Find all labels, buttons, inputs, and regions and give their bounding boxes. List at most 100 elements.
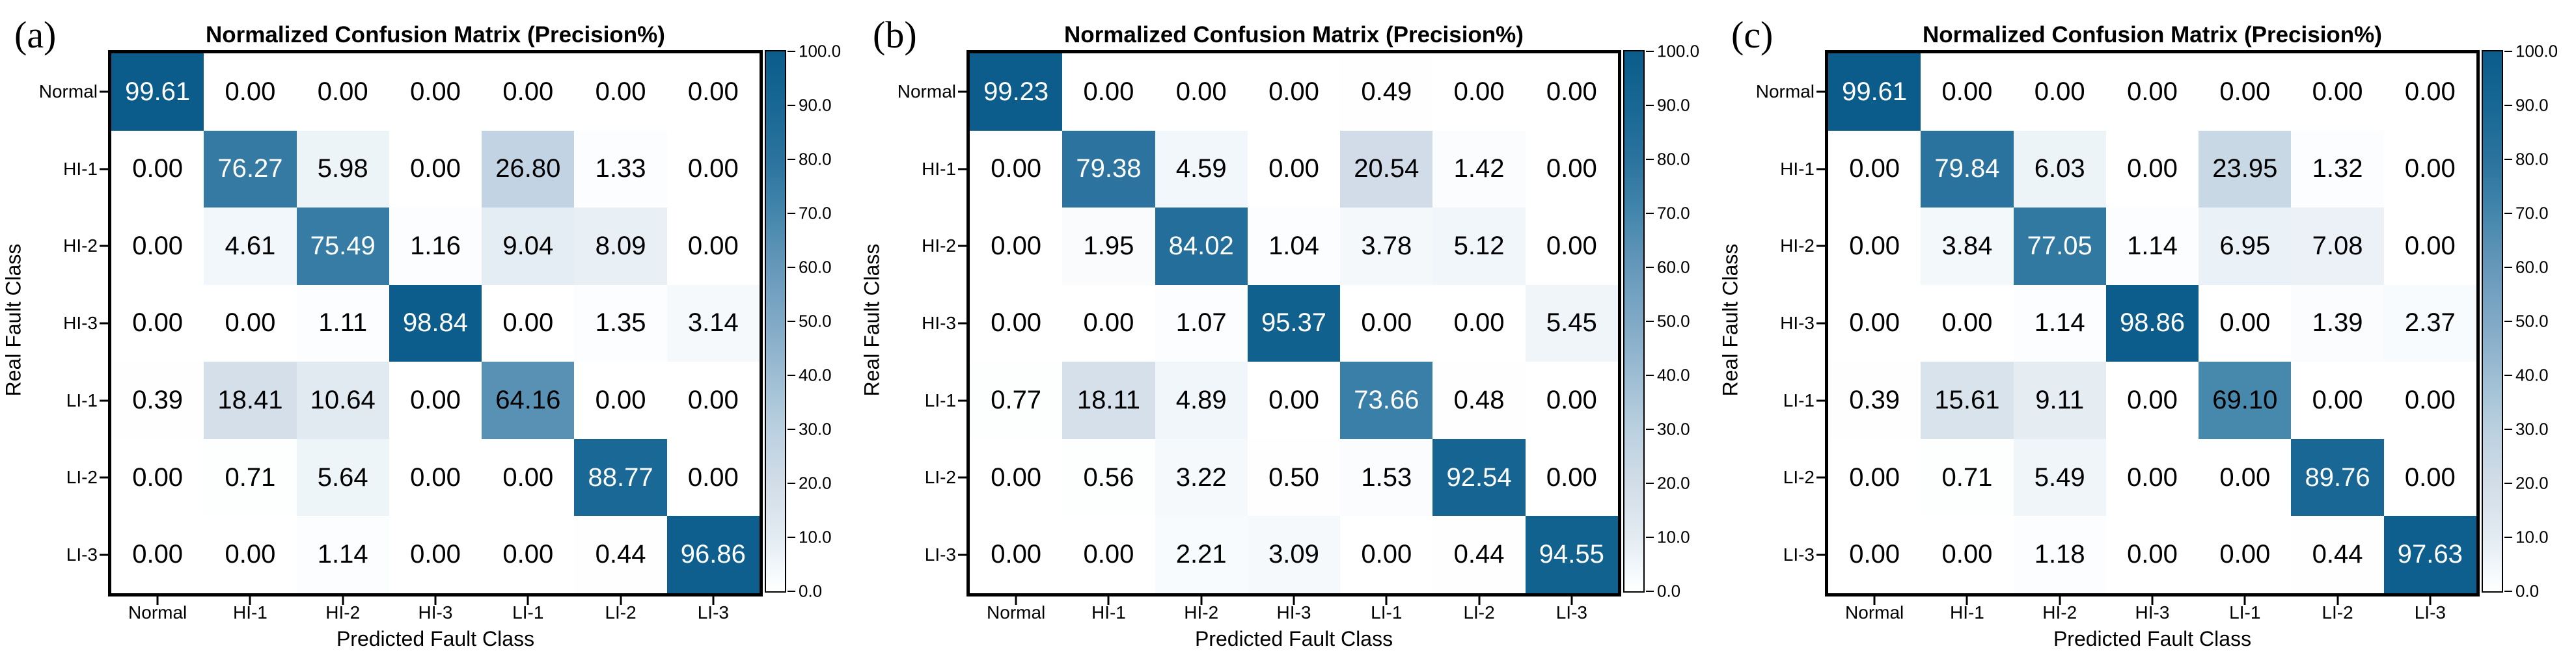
y-tick-mark [1816,245,1825,247]
matrix-cell: 6.03 [2013,130,2106,208]
x-tick-label: LI-3 [2414,602,2446,623]
colorbar [2482,50,2503,593]
x-tick-mark [2336,596,2339,605]
y-tick-label: HI-1 [63,158,98,179]
matrix-cell: 76.27 [204,130,297,208]
matrix-cell: 4.59 [1155,130,1248,208]
matrix-cell: 88.77 [574,438,667,516]
matrix-cell: 3.09 [1247,516,1341,593]
colorbar-tick-mark [1646,591,1654,592]
matrix-cell: 1.39 [2291,284,2384,362]
heatmap-grid: 99.61 0.00 0.00 0.00 0.00 0.00 0.00 0.00 76.27 5.… [108,50,763,596]
colorbar-tick-label: 30.0 [799,419,832,439]
chart-title: Normalized Confusion Matrix (Precision%) [1923,22,2382,47]
colorbar-tick-mark [788,591,795,592]
matrix-cell: 0.00 [482,53,575,131]
y-tick-mark [958,399,966,402]
matrix-cell: 0.00 [2013,53,2106,131]
matrix-cell: 0.00 [111,130,204,208]
x-tick-label: HI-1 [1949,602,1984,623]
matrix-cell: 3.14 [666,284,760,362]
matrix-cell: 0.48 [1432,362,1526,439]
x-tick-label: LI-2 [605,602,637,623]
x-tick-label: HI-1 [1091,602,1126,623]
colorbar-tick-label: 90.0 [1657,95,1690,115]
y-tick-label: HI-2 [1780,235,1815,256]
matrix-cell: 0.00 [2383,53,2476,131]
matrix-cell: 0.00 [970,516,1063,593]
matrix-cell: 9.11 [2013,362,2106,439]
x-axis-label: Predicted Fault Class [1194,627,1393,650]
x-tick-label: HI-2 [2042,602,2077,623]
matrix-cell: 3.22 [1155,438,1248,516]
chart-title: Normalized Confusion Matrix (Precision%) [206,22,665,47]
x-tick-label: HI-1 [232,602,267,623]
x-tick-mark [620,596,622,605]
matrix-cell: 4.89 [1155,362,1248,439]
matrix-cell: 1.32 [2291,130,2384,208]
matrix-cell: 0.00 [111,284,204,362]
colorbar-tick-mark [1646,213,1654,214]
matrix-cell: 10.64 [296,362,389,439]
y-tick-mark [958,245,966,247]
x-tick-label: LI-3 [1555,602,1587,623]
colorbar-tick-mark [1646,51,1654,52]
matrix-cell: 0.00 [1828,284,1921,362]
y-tick-mark [1816,554,1825,556]
matrix-cell: 96.86 [666,516,760,593]
y-tick-label: HI-1 [1780,158,1815,179]
matrix-cell: 0.00 [2383,362,2476,439]
matrix-cell: 98.84 [389,284,482,362]
matrix-cell: 5.12 [1432,208,1526,285]
matrix-cell: 0.00 [1340,516,1433,593]
colorbar-tick-label: 90.0 [799,95,832,115]
colorbar-tick-mark [1646,267,1654,268]
x-tick-label: LI-1 [2229,602,2261,623]
matrix-cell: 0.00 [111,516,204,593]
matrix-cell: 77.05 [2013,208,2106,285]
matrix-cell: 0.00 [482,516,575,593]
x-tick-mark [342,596,344,605]
x-tick-mark [527,596,529,605]
matrix-cell: 9.04 [482,208,575,285]
y-tick-mark [958,476,966,479]
matrix-cell: 1.14 [296,516,389,593]
y-tick-label: Normal [897,81,956,102]
y-tick-mark [1816,168,1825,170]
colorbar-tick-label: 70.0 [799,203,832,223]
matrix-cell: 0.00 [1062,53,1155,131]
x-tick-mark [1293,596,1295,605]
colorbar-tick-mark [1646,375,1654,376]
matrix-cell: 84.02 [1155,208,1248,285]
x-tick-label: LI-1 [512,602,544,623]
colorbar-tick-label: 40.0 [1657,365,1690,385]
colorbar-tick-label: 60.0 [2515,257,2549,277]
y-tick-mark [1816,90,1825,93]
colorbar-tick-mark [2504,51,2512,52]
colorbar-tick-mark [2504,537,2512,538]
matrix-cell: 0.00 [1062,516,1155,593]
x-tick-mark [1478,596,1481,605]
matrix-cell: 20.54 [1340,130,1433,208]
matrix-cell: 0.00 [666,438,760,516]
x-tick-label: HI-3 [418,602,453,623]
matrix-cell: 0.00 [574,362,667,439]
matrix-cell: 1.53 [1340,438,1433,516]
matrix-cell: 1.14 [2013,284,2106,362]
matrix-cell: 0.00 [2199,516,2292,593]
matrix-cell: 2.21 [1155,516,1248,593]
colorbar-tick-label: 20.0 [1657,473,1690,493]
y-tick-label: LI-1 [66,390,98,410]
colorbar-tick-mark [2504,591,2512,592]
matrix-cell: 0.00 [970,438,1063,516]
colorbar-tick-mark [1646,483,1654,484]
y-tick-mark [958,168,966,170]
matrix-cell: 0.00 [2105,130,2199,208]
matrix-cell: 1.18 [2013,516,2106,593]
matrix-cell: 0.00 [970,130,1063,208]
matrix-cell: 5.45 [1525,284,1618,362]
x-tick-mark [1873,596,1876,605]
colorbar-tick-label: 80.0 [1657,149,1690,169]
matrix-cell: 0.00 [2105,362,2199,439]
x-tick-mark [1015,596,1017,605]
